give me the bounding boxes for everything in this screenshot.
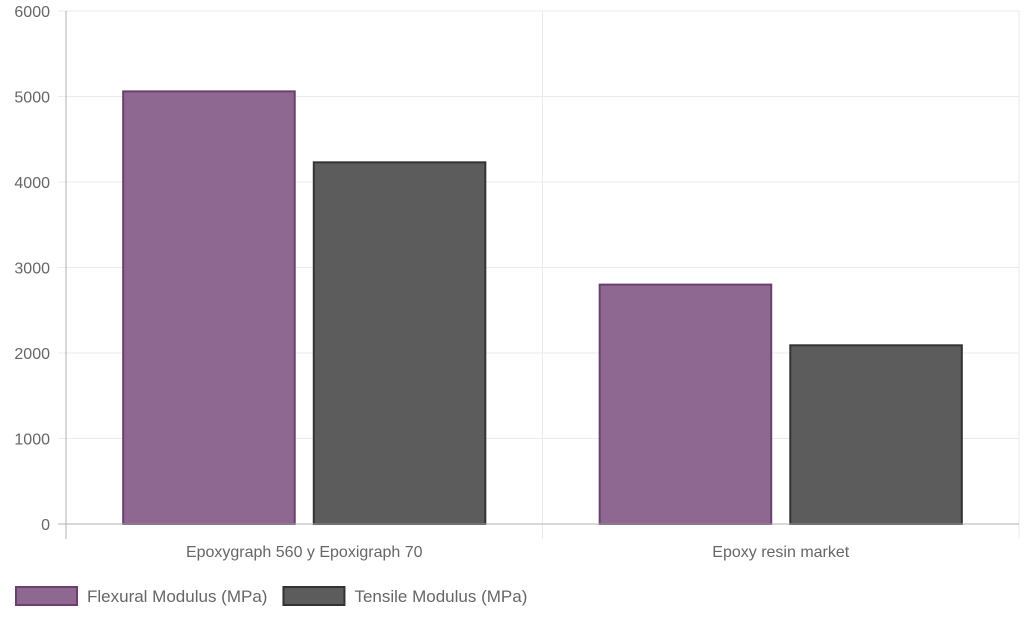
tick-labels: 0 1000 2000 3000 4000 5000 6000 Epoxygraph 560 …	[14, 4, 849, 561]
axes	[58, 11, 1019, 539]
bars	[122, 90, 963, 526]
bar	[122, 90, 296, 526]
bar	[598, 283, 773, 525]
y-tick-label: 3000	[14, 261, 50, 278]
legend-item-label: Flexural Modulus (MPa)	[87, 587, 267, 606]
x-tick-label: Epoxy resin market	[712, 544, 849, 561]
legend-swatch	[15, 586, 78, 606]
y-tick-label: 2000	[14, 346, 50, 363]
y-tick-label: 0	[41, 517, 50, 534]
bar	[789, 344, 963, 525]
y-tick-label: 6000	[14, 4, 50, 21]
legend: Flexural Modulus (MPa) Tensile Modulus (M…	[15, 586, 527, 606]
legend-item-label: Tensile Modulus (MPa)	[354, 587, 527, 606]
y-tick-label: 5000	[14, 90, 50, 107]
bar	[312, 161, 487, 526]
x-tick-label: Epoxygraph 560 y Epoxigraph 70	[186, 544, 423, 561]
y-tick-label: 1000	[14, 432, 50, 449]
legend-swatch	[282, 586, 346, 606]
y-tick-label: 4000	[14, 175, 50, 192]
